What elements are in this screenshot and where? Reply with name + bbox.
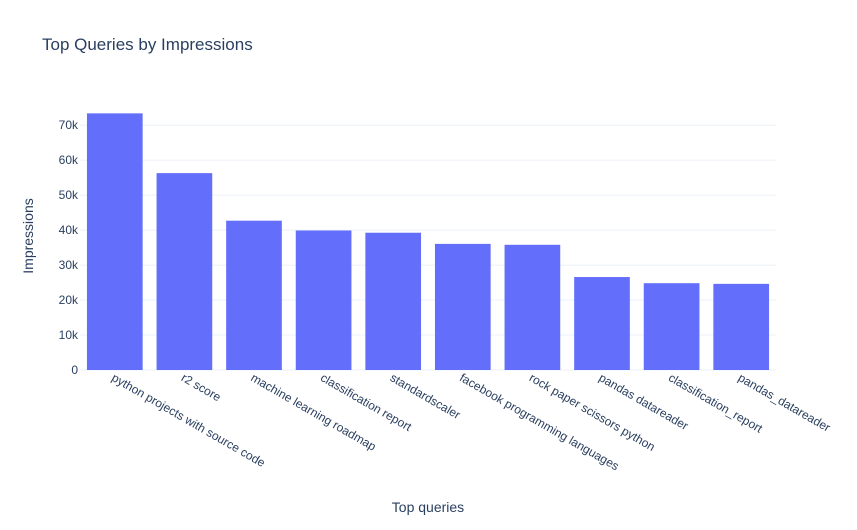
x-tick-label: machine learning roadmap	[249, 370, 379, 453]
x-axis-title: Top queries	[392, 499, 464, 515]
bars	[86, 113, 770, 370]
x-tick-label: r2 score	[179, 370, 224, 404]
y-tick-label: 10k	[59, 328, 79, 342]
y-tick-label: 60k	[59, 153, 79, 167]
y-tick-label: 70k	[59, 118, 79, 132]
bar[interactable]	[86, 113, 143, 370]
bar[interactable]	[574, 277, 630, 370]
bar[interactable]	[226, 220, 282, 370]
bar[interactable]	[713, 283, 770, 370]
y-tick-label: 30k	[59, 258, 79, 272]
bar[interactable]	[156, 173, 213, 370]
chart-title: Top Queries by Impressions	[42, 35, 253, 54]
bar[interactable]	[643, 283, 700, 370]
y-tick-label: 50k	[59, 188, 79, 202]
bar[interactable]	[504, 244, 561, 370]
y-tick-label: 40k	[59, 223, 79, 237]
y-tick-label: 0	[71, 363, 78, 377]
bar[interactable]	[295, 230, 352, 370]
bar[interactable]	[434, 243, 491, 370]
x-tick-label: rock paper scissors python	[527, 370, 658, 453]
y-axis-title: Impressions	[20, 198, 36, 273]
y-tick-label: 20k	[59, 293, 79, 307]
y-axis: 0 10k 20k 30k 40k 50k 60k 70k	[59, 118, 79, 377]
bar[interactable]	[365, 232, 422, 370]
